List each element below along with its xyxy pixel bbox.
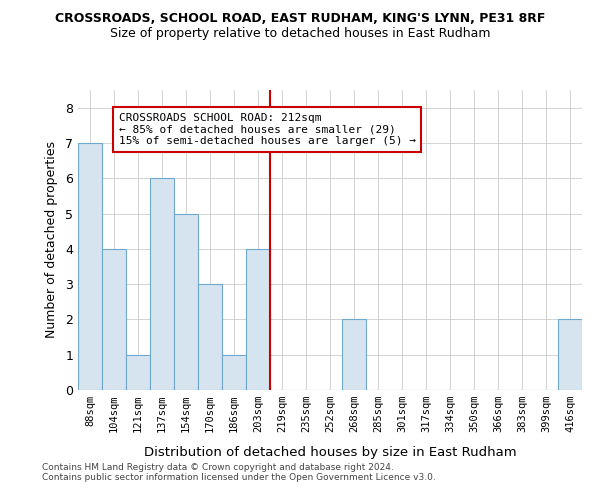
Y-axis label: Number of detached properties: Number of detached properties (45, 142, 58, 338)
Bar (222, 354, 246, 390)
Bar (174, 214, 198, 390)
Text: Contains HM Land Registry data © Crown copyright and database right 2024.: Contains HM Land Registry data © Crown c… (42, 464, 394, 472)
Bar (342, 320, 366, 390)
Bar (126, 354, 150, 390)
Bar (150, 178, 174, 390)
Text: Size of property relative to detached houses in East Rudham: Size of property relative to detached ho… (110, 28, 490, 40)
Text: Distribution of detached houses by size in East Rudham: Distribution of detached houses by size … (143, 446, 517, 459)
Bar (558, 320, 582, 390)
Bar (198, 284, 222, 390)
Bar (102, 249, 126, 390)
Text: CROSSROADS SCHOOL ROAD: 212sqm
← 85% of detached houses are smaller (29)
15% of : CROSSROADS SCHOOL ROAD: 212sqm ← 85% of … (119, 113, 416, 146)
Bar (78, 143, 102, 390)
Text: Contains public sector information licensed under the Open Government Licence v3: Contains public sector information licen… (42, 474, 436, 482)
Bar (246, 249, 270, 390)
Text: CROSSROADS, SCHOOL ROAD, EAST RUDHAM, KING'S LYNN, PE31 8RF: CROSSROADS, SCHOOL ROAD, EAST RUDHAM, KI… (55, 12, 545, 26)
